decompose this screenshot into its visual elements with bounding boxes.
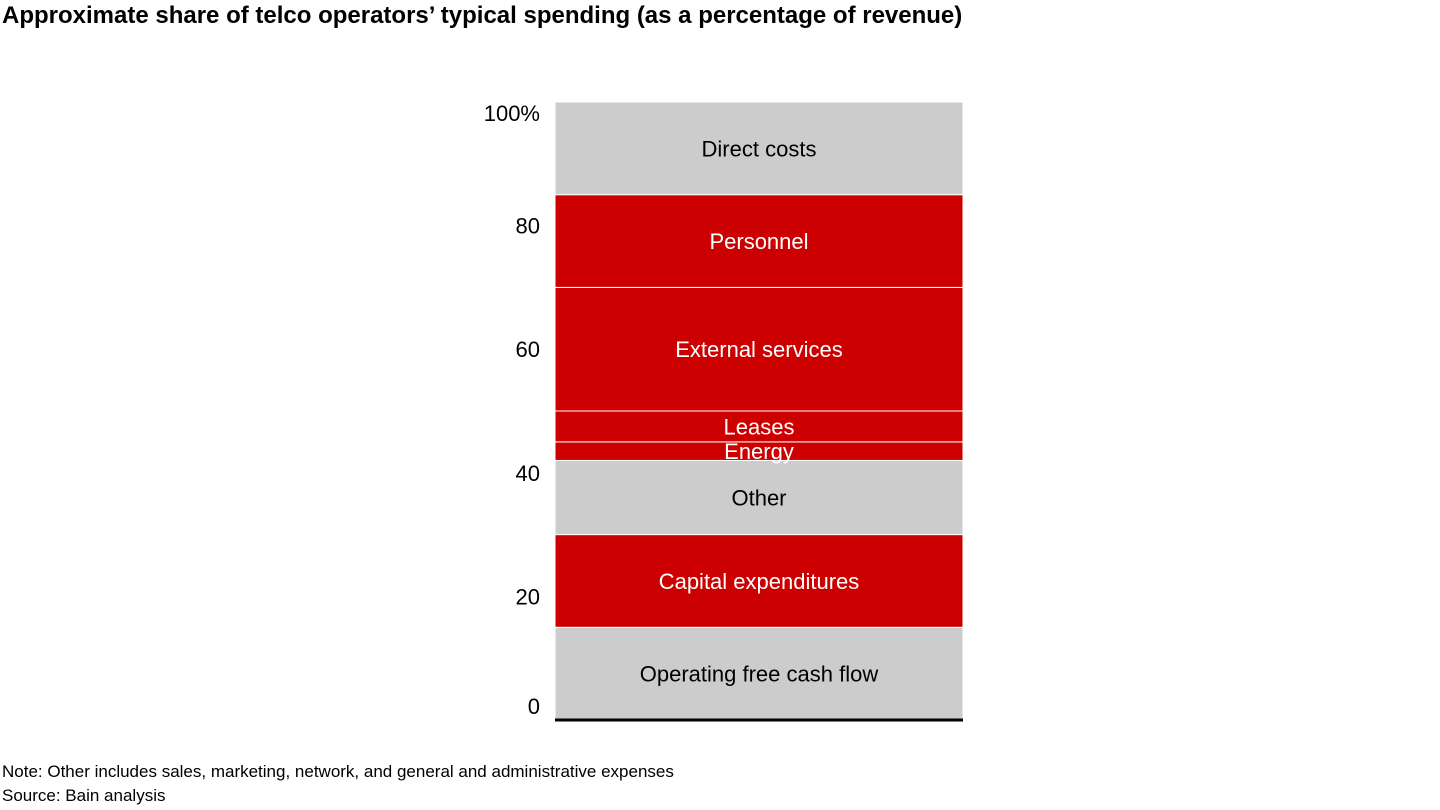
y-tick-label: 60: [516, 337, 540, 362]
bar-segment-label: Personnel: [709, 229, 808, 254]
bar-segment-label: Energy: [724, 439, 794, 464]
bar-segment: [554, 194, 964, 288]
bar-segment-label: Operating free cash flow: [640, 662, 879, 687]
bar-segments: Operating free cash flow Capital expendit…: [554, 101, 964, 721]
bar-segment-label: Leases: [724, 414, 795, 439]
y-tick-label: 20: [516, 584, 540, 609]
y-axis: 0 20 40 60 80 100%: [484, 101, 540, 719]
bar-segment-label: External services: [675, 337, 843, 362]
bar-segment-label: Direct costs: [702, 136, 817, 161]
bar-segment: [554, 626, 964, 721]
footnote-note: Note: Other includes sales, marketing, n…: [2, 762, 674, 781]
footnote-source: Source: Bain analysis: [2, 786, 166, 805]
y-tick-label: 40: [516, 461, 540, 486]
y-tick-label: 0: [528, 694, 540, 719]
chart-title: Approximate share of telco operators’ ty…: [2, 2, 963, 29]
bar-segment: [554, 459, 964, 536]
bar-segment: [554, 101, 964, 196]
bar-segment: [554, 286, 964, 412]
bar-segment-label: Other: [731, 486, 786, 511]
y-tick-label: 100%: [484, 101, 540, 126]
bar-segment-label: Capital expenditures: [659, 569, 860, 594]
y-tick-label: 80: [516, 214, 540, 239]
